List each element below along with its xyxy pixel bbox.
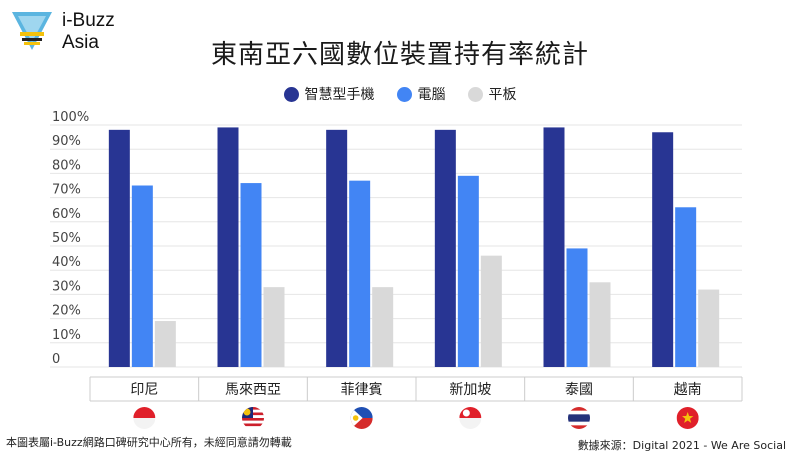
chart-legend: 智慧型手機 電腦 平板 — [0, 84, 800, 104]
bar — [108, 129, 130, 367]
legend-item-smartphone: 智慧型手機 — [283, 84, 375, 104]
legend-item-computer: 電腦 — [396, 84, 446, 104]
y-tick-label: 20% — [52, 304, 81, 319]
brand-name-line1: i-Buzz — [62, 10, 115, 31]
x-tick-label: 新加坡 — [449, 382, 491, 398]
bar — [349, 180, 371, 367]
y-tick-label: 50% — [52, 231, 81, 246]
bar — [566, 248, 588, 367]
y-tick-label: 40% — [52, 255, 81, 270]
legend-label-smartphone: 智慧型手機 — [304, 87, 375, 103]
bar — [326, 129, 348, 367]
y-tick-label: 70% — [52, 183, 81, 198]
brand-name-line2: Asia — [62, 32, 99, 53]
bar — [457, 175, 479, 367]
bar — [217, 127, 239, 367]
bar — [589, 282, 611, 367]
legend-label-computer: 電腦 — [417, 87, 446, 103]
bar — [240, 183, 262, 367]
legend-label-tablet: 平板 — [488, 87, 517, 103]
legend-swatch-tablet — [467, 86, 483, 102]
legend-swatch-computer — [396, 86, 412, 102]
bar — [434, 129, 456, 367]
x-tick-label: 泰國 — [565, 382, 593, 398]
brand-logo: i-Buzz Asia — [10, 10, 170, 60]
indonesia-flag-icon — [133, 407, 156, 429]
x-tick-label: 菲律賓 — [341, 381, 383, 398]
vietnam-flag-icon — [676, 407, 699, 429]
legend-item-tablet: 平板 — [467, 84, 517, 104]
bar — [675, 207, 697, 367]
y-tick-label: 60% — [52, 207, 81, 222]
bar — [131, 185, 153, 367]
x-tick-label: 印尼 — [130, 382, 158, 398]
bar — [480, 255, 502, 367]
copyright-notice: 本圖表屬i-Buzz網路口碑研究中心所有，未經同意請勿轉載 — [6, 436, 292, 449]
bar — [652, 132, 674, 367]
brand-name: i-Buzz Asia — [62, 10, 115, 54]
malaysia-flag-icon — [242, 407, 264, 429]
bar — [698, 289, 720, 367]
y-tick-label: 0 — [52, 352, 60, 367]
bar — [372, 287, 394, 367]
chart-title: 東南亞六國數位裝置持有率統計 — [210, 40, 589, 70]
x-tick-label: 馬來西亞 — [225, 382, 281, 398]
data-source: 數據來源：Digital 2021 - We Are Social — [577, 439, 786, 452]
bar — [154, 321, 176, 367]
brand-logo-icon — [12, 12, 52, 50]
thailand-flag-icon — [568, 407, 590, 429]
bar — [263, 287, 285, 367]
y-tick-label: 90% — [52, 134, 81, 149]
singapore-flag-icon — [459, 407, 482, 429]
bar — [543, 127, 565, 367]
legend-swatch-smartphone — [283, 86, 299, 102]
y-tick-label: 80% — [52, 158, 81, 173]
philippines-flag-icon — [350, 407, 373, 429]
y-tick-label: 30% — [52, 279, 81, 294]
y-tick-label: 10% — [52, 328, 81, 343]
y-tick-label: 100% — [52, 110, 89, 125]
x-tick-label: 越南 — [674, 382, 702, 398]
